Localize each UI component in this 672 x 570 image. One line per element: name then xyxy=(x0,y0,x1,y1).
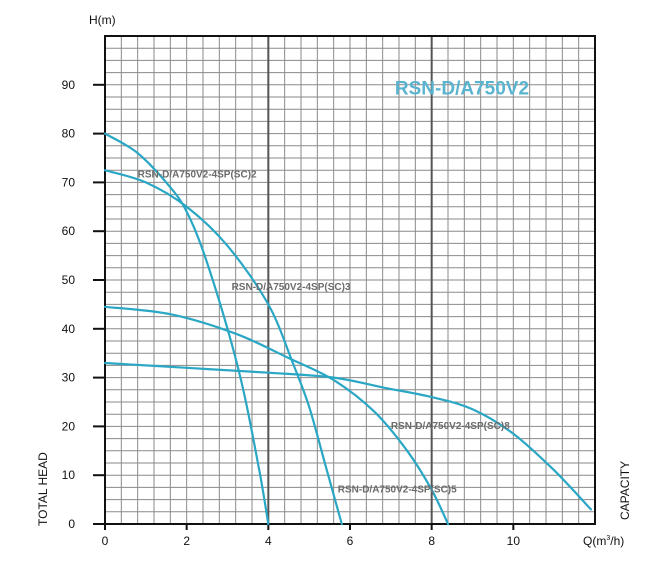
curve-1-label: RSN-D/A750V2-4SP(SC)2 xyxy=(138,170,257,181)
y-tick-label: 90 xyxy=(62,78,76,92)
curve-2-line xyxy=(103,169,343,526)
y-axis-unit-label: H(m) xyxy=(89,13,116,27)
y-tick-label: 70 xyxy=(62,175,76,189)
x-tick-label: 10 xyxy=(507,534,521,548)
x-tick-label: 8 xyxy=(428,534,435,548)
curve-1-line xyxy=(103,132,270,526)
y-tick-label: 80 xyxy=(62,127,76,141)
chart-title: RSN-D/A750V2 xyxy=(395,79,529,100)
y-tick-label: 0 xyxy=(68,517,75,531)
curve-3-label: RSN-D/A750V2-4SP(SC)5 xyxy=(338,484,457,495)
curve-3-line xyxy=(103,305,450,526)
curve-4-label: RSN-D/A750V2-4SP(SC)8 xyxy=(391,421,510,432)
x-tick-label: 2 xyxy=(183,534,190,548)
axes: 0 10 20 30 40 50 60 70 80 90 0 2 4 6 8 10 xyxy=(62,35,596,548)
x-tick-label: 6 xyxy=(347,534,354,548)
curves xyxy=(103,132,592,526)
x-tick-label: 0 xyxy=(102,534,109,548)
x-tick-label: 4 xyxy=(265,534,272,548)
x-axis-unit-label: Q(m3/h) xyxy=(583,534,624,548)
y-tick-label: 10 xyxy=(62,468,76,482)
y-tick-label: 40 xyxy=(62,322,76,336)
y-tick-label: 20 xyxy=(62,419,76,433)
y-tick-label: 50 xyxy=(62,273,76,287)
y-tick-label: 60 xyxy=(62,224,76,238)
y-tick-label: 30 xyxy=(62,371,76,385)
curve-2-label: RSN-D/A750V2-4SP(SC)3 xyxy=(232,282,351,293)
curve-4-line xyxy=(103,361,592,511)
y-axis-side-title: TOTAL HEAD xyxy=(36,452,50,526)
labels: H(m) Q(m3/h) TOTAL HEAD CAPACITY RSN-D/A… xyxy=(36,13,632,548)
grid xyxy=(105,36,595,524)
x-axis-side-title: CAPACITY xyxy=(618,461,632,520)
